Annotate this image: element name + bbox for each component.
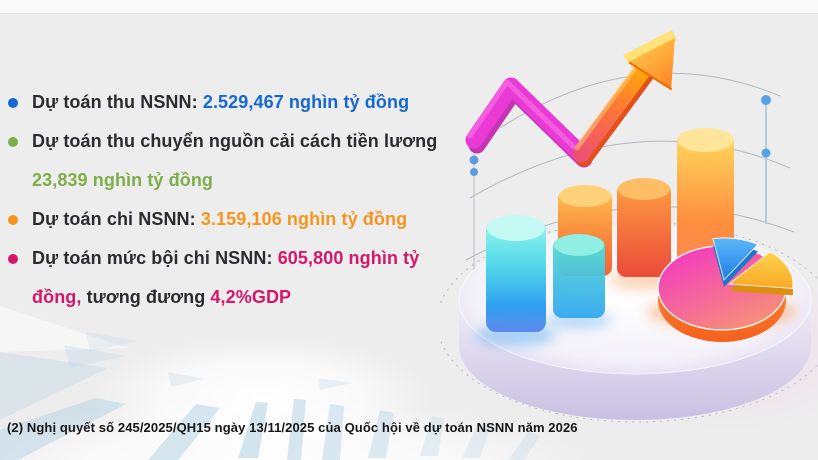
bullet-dot-magenta [8, 254, 18, 264]
bullet-value: 3.159,106 nghìn tỷ đồng [200, 209, 408, 229]
bar-chart-3d-icon [486, 128, 734, 332]
bullet-label: Dự toán thu chuyển nguồn cải cách tiền l… [32, 131, 438, 151]
bullet-label: Dự toán thu NSNN: [32, 92, 203, 112]
bullet-boi-chi-nsnn: Dự toán mức bội chi NSNN: 605,800 nghìn … [8, 239, 458, 317]
bullet-dot-orange [8, 215, 18, 225]
blue-dot-icon [761, 148, 771, 158]
bullet-label: Dự toán mức bội chi NSNN: [32, 248, 278, 268]
bullet-chi-nsnn: Dự toán chi NSNN: 3.159,106 nghìn tỷ đồn… [8, 200, 458, 239]
bullet-thu-chuyen-nguon: Dự toán thu chuyển nguồn cải cách tiền l… [8, 122, 458, 200]
blue-dot-icon [469, 155, 479, 165]
bullet-value: 2.529,467 nghìn tỷ đồng [202, 92, 410, 112]
pie-chart-3d-icon [657, 237, 794, 342]
measure-line-left [469, 150, 479, 276]
bullet-label: Dự toán chi NSNN: [32, 209, 201, 229]
zigzag-growth-arrow-3d-icon [465, 30, 677, 168]
top-strip [0, 0, 818, 14]
pie-slice-yellow [727, 251, 794, 296]
bullet-text: Dự toán thu NSNN: 2.529,467 nghìn tỷ đồn… [32, 83, 452, 122]
pie-slice-blue [712, 237, 759, 287]
bullet-dot-green [8, 137, 18, 147]
bullet-connector: tương đương [81, 287, 211, 307]
bullet-text: Dự toán thu chuyển nguồn cải cách tiền l… [32, 122, 452, 200]
bar-teal-short [553, 234, 605, 318]
budget-bullet-list: Dự toán thu NSNN: 2.529,467 nghìn tỷ đồn… [8, 83, 458, 317]
blue-dot-icon [470, 168, 478, 176]
bullet-value: 605,800 nghìn tỷ đồng, [32, 248, 420, 307]
footnote: (2) Nghị quyết số 245/2025/QH15 ngày 13/… [7, 420, 578, 435]
bullet-text: Dự toán chi NSNN: 3.159,106 nghìn tỷ đồn… [32, 200, 452, 239]
bullet-thu-nsnn: Dự toán thu NSNN: 2.529,467 nghìn tỷ đồn… [8, 83, 458, 122]
light-rays-burst-icon [0, 306, 588, 460]
bar-red-medium [617, 178, 671, 277]
bullet-value-gdp: 4,2%GDP [210, 287, 292, 307]
budget-3d-illustration [440, 30, 818, 430]
bullet-text: Dự toán mức bội chi NSNN: 605,800 nghìn … [32, 239, 452, 317]
measure-line-right [761, 95, 771, 224]
bullet-dot-blue [8, 98, 18, 108]
blue-dot-icon [761, 95, 771, 105]
bar-cyan-tall [486, 215, 546, 332]
bullet-value: 23,839 nghìn tỷ đồng [32, 170, 214, 190]
